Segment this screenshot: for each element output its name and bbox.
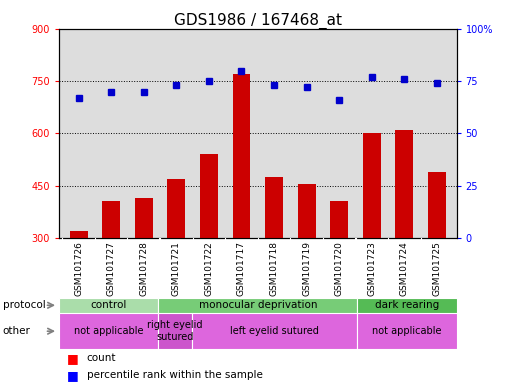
Text: GSM101724: GSM101724 [400, 241, 409, 296]
Title: GDS1986 / 167468_at: GDS1986 / 167468_at [174, 13, 342, 29]
Bar [363, 133, 381, 238]
Text: GSM101718: GSM101718 [269, 241, 279, 296]
Text: not applicable: not applicable [74, 326, 144, 336]
Text: dark rearing: dark rearing [375, 300, 439, 310]
Text: other: other [3, 326, 30, 336]
Text: GSM101723: GSM101723 [367, 241, 377, 296]
Bar [70, 231, 88, 238]
Bar [135, 198, 153, 238]
Bar [59, 313, 159, 349]
Bar [265, 177, 283, 238]
Text: GSM101725: GSM101725 [432, 241, 442, 296]
Bar [102, 202, 120, 238]
Text: GSM101721: GSM101721 [172, 241, 181, 296]
Text: percentile rank within the sample: percentile rank within the sample [87, 370, 263, 381]
Text: ■: ■ [67, 369, 78, 382]
Bar [167, 179, 185, 238]
Text: not applicable: not applicable [372, 326, 442, 336]
Text: GSM101727: GSM101727 [107, 241, 115, 296]
Text: GSM101717: GSM101717 [237, 241, 246, 296]
Bar [200, 154, 218, 238]
Text: GSM101726: GSM101726 [74, 241, 83, 296]
Text: monocular deprivation: monocular deprivation [199, 300, 317, 310]
Bar [59, 298, 159, 313]
Text: count: count [87, 353, 116, 363]
Bar [428, 172, 446, 238]
Text: GSM101719: GSM101719 [302, 241, 311, 296]
Text: protocol: protocol [3, 300, 45, 310]
Bar [396, 130, 413, 238]
Bar [232, 74, 250, 238]
Bar [191, 313, 357, 349]
Bar [159, 298, 357, 313]
Text: left eyelid sutured: left eyelid sutured [230, 326, 319, 336]
Text: ■: ■ [67, 352, 78, 364]
Text: right eyelid
sutured: right eyelid sutured [147, 320, 203, 342]
Text: GSM101722: GSM101722 [204, 241, 213, 296]
Bar [159, 313, 191, 349]
Bar [357, 313, 457, 349]
Text: GSM101728: GSM101728 [139, 241, 148, 296]
Text: control: control [90, 300, 127, 310]
Bar [330, 202, 348, 238]
Bar [298, 184, 315, 238]
Bar [357, 298, 457, 313]
Text: GSM101720: GSM101720 [335, 241, 344, 296]
